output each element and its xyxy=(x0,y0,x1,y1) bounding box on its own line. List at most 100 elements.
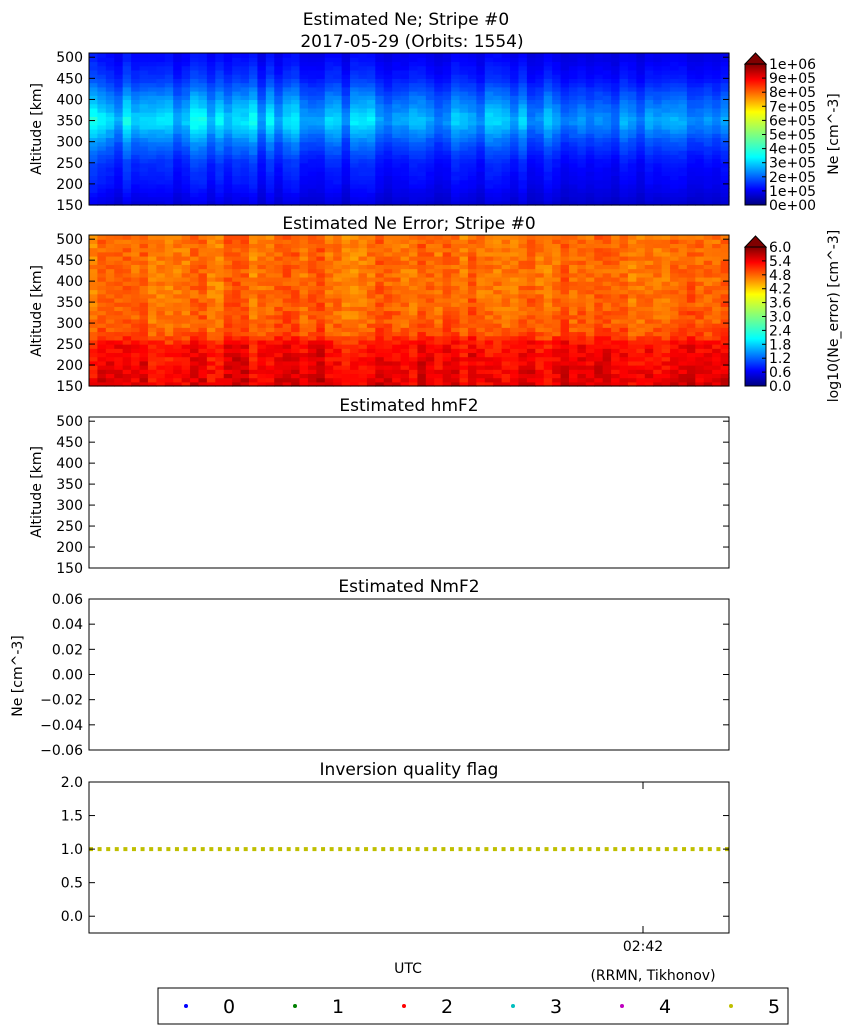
heatmap-cell xyxy=(307,235,317,240)
heatmap-cell xyxy=(686,162,696,168)
heatmap-cell xyxy=(400,171,410,177)
heatmap-cell xyxy=(333,116,343,122)
heatmap-cell xyxy=(232,255,242,261)
heatmap-cell xyxy=(484,150,494,155)
heatmap-cell xyxy=(577,318,587,324)
heatmap-cell xyxy=(89,154,99,160)
heatmap-cell xyxy=(535,200,545,206)
heatmap-cell xyxy=(560,167,570,172)
heatmap-cell xyxy=(695,107,705,113)
heatmap-cell xyxy=(543,365,553,370)
heatmap-cell xyxy=(577,74,587,79)
heatmap-cell xyxy=(198,167,208,172)
heatmap-cell xyxy=(535,107,545,113)
heatmap-cell xyxy=(653,196,663,202)
heatmap-cell xyxy=(442,69,452,75)
heatmap-cell xyxy=(291,69,301,75)
heatmap-cell xyxy=(122,373,132,379)
heatmap-cell xyxy=(392,310,402,316)
heatmap-cell xyxy=(299,260,309,265)
heatmap-cell xyxy=(274,243,284,249)
heatmap-cell xyxy=(383,356,393,362)
heatmap-cell xyxy=(307,162,317,168)
heatmap-cell xyxy=(291,306,301,312)
heatmap-cell xyxy=(114,247,124,253)
heatmap-cell xyxy=(484,243,494,249)
heatmap-cell xyxy=(156,133,166,139)
heatmap-cell xyxy=(535,331,545,337)
heatmap-cell xyxy=(459,285,469,291)
heatmap-cell xyxy=(265,99,275,105)
heatmap-cell xyxy=(257,107,267,113)
heatmap-cell xyxy=(164,276,174,282)
heatmap-cell xyxy=(316,302,326,307)
heatmap-cell xyxy=(324,373,334,379)
heatmap-cell xyxy=(611,200,621,206)
heatmap-cell xyxy=(299,82,309,88)
heatmap-cell xyxy=(316,78,326,84)
heatmap-cell xyxy=(333,369,343,375)
heatmap-cell xyxy=(307,196,317,202)
heatmap-cell xyxy=(467,183,477,189)
heatmap-cell xyxy=(114,61,124,67)
heatmap-cell xyxy=(518,247,528,253)
heatmap-cell xyxy=(434,339,444,345)
heatmap-cell xyxy=(122,310,132,316)
heatmap-cell xyxy=(484,327,494,333)
heatmap-cell xyxy=(526,74,536,79)
heatmap-cell xyxy=(552,91,562,96)
heatmap-cell xyxy=(307,154,317,160)
heatmap-cell xyxy=(467,107,477,113)
heatmap-cell xyxy=(114,183,124,189)
heatmap-cell xyxy=(341,377,351,383)
heatmap-cell xyxy=(223,65,233,71)
heatmap-cell xyxy=(181,91,191,96)
y-tick-label: 500 xyxy=(56,50,83,66)
heatmap-cell xyxy=(383,352,393,358)
heatmap-cell xyxy=(569,260,579,265)
heatmap-cell xyxy=(543,360,553,366)
heatmap-cell xyxy=(695,124,705,130)
heatmap-cell xyxy=(366,129,376,134)
heatmap-cell xyxy=(644,188,654,193)
heatmap-cell xyxy=(198,175,208,181)
heatmap-cell xyxy=(324,116,334,122)
heatmap-cell xyxy=(501,306,511,312)
heatmap-cell xyxy=(417,154,427,160)
heatmap-cell xyxy=(89,377,99,383)
heatmap-cell xyxy=(510,57,520,63)
heatmap-cell xyxy=(240,129,250,134)
heatmap-cell xyxy=(585,323,595,328)
heatmap-cell xyxy=(552,78,562,84)
heatmap-cell xyxy=(206,352,216,358)
heatmap-cell xyxy=(240,192,250,198)
heatmap-cell xyxy=(577,116,587,122)
heatmap-cell xyxy=(240,188,250,193)
heatmap-cell xyxy=(333,112,343,117)
heatmap-cell xyxy=(324,150,334,155)
heatmap-cell xyxy=(577,314,587,320)
heatmap-cell xyxy=(442,124,452,130)
heatmap-cell xyxy=(510,179,520,185)
heatmap-cell xyxy=(602,381,612,387)
heatmap-cell xyxy=(307,247,317,253)
heatmap-cell xyxy=(156,369,166,375)
heatmap-cell xyxy=(569,112,579,117)
heatmap-cell xyxy=(493,120,503,126)
heatmap-cell xyxy=(594,293,604,299)
heatmap-cell xyxy=(383,302,393,307)
heatmap-cell xyxy=(215,74,225,79)
heatmap-cell xyxy=(526,314,536,320)
heatmap-cell xyxy=(190,154,200,160)
heatmap-cell xyxy=(307,158,317,164)
heatmap-cell xyxy=(299,103,309,109)
heatmap-cell xyxy=(569,82,579,88)
heatmap-cell xyxy=(341,150,351,155)
heatmap-cell xyxy=(400,335,410,341)
heatmap-cell xyxy=(341,348,351,354)
heatmap-cell xyxy=(518,91,528,96)
heatmap-cell xyxy=(425,175,435,181)
heatmap-cell xyxy=(240,133,250,139)
heatmap-cell xyxy=(240,196,250,202)
heatmap-cell xyxy=(131,297,141,303)
